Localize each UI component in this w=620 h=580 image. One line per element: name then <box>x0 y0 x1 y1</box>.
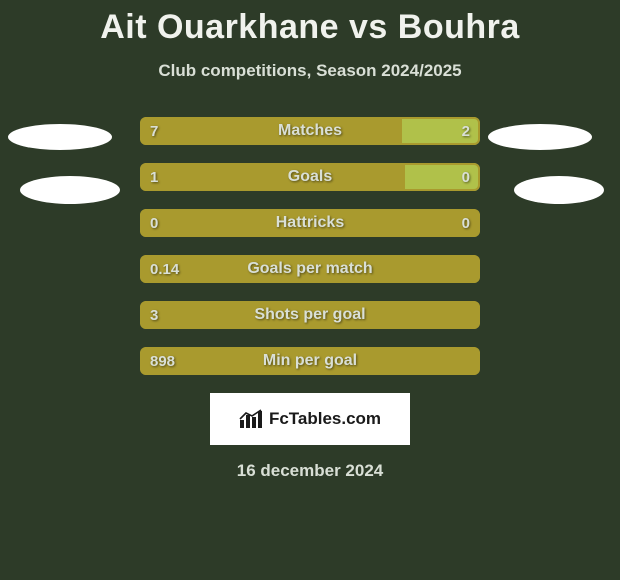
chart-icon <box>239 409 263 429</box>
stat-bar: Matches7 2 <box>140 117 480 145</box>
stat-label: Goals per match <box>140 255 480 283</box>
fctables-logo[interactable]: FcTables.com <box>210 393 410 445</box>
player1-value: 0 <box>150 209 158 237</box>
comparison-infographic: Ait Ouarkhane vs Bouhra Club competition… <box>0 0 620 580</box>
player1-value: 1 <box>150 163 158 191</box>
player1-badge-oval-top <box>8 124 112 150</box>
stat-label: Min per goal <box>140 347 480 375</box>
player2-value: 2 <box>462 117 470 145</box>
page-subtitle: Club competitions, Season 2024/2025 <box>0 61 620 81</box>
player2-badge-oval-bottom <box>514 176 604 204</box>
stat-bar: Goals per match0.14 <box>140 255 480 283</box>
player1-value: 7 <box>150 117 158 145</box>
stat-label: Matches <box>140 117 480 145</box>
player2-value: 0 <box>462 163 470 191</box>
player2-badge-oval-top <box>488 124 592 150</box>
stat-bar: Hattricks0 0 <box>140 209 480 237</box>
stat-bar: Goals1 0 <box>140 163 480 191</box>
stat-label: Goals <box>140 163 480 191</box>
logo-text: FcTables.com <box>269 409 381 429</box>
player1-badge-oval-bottom <box>20 176 120 204</box>
player2-value: 0 <box>462 209 470 237</box>
stat-bar: Shots per goal3 <box>140 301 480 329</box>
stat-bar: Min per goal898 <box>140 347 480 375</box>
page-title: Ait Ouarkhane vs Bouhra <box>0 0 620 47</box>
player1-value: 3 <box>150 301 158 329</box>
player1-value: 898 <box>150 347 175 375</box>
stat-label: Hattricks <box>140 209 480 237</box>
snapshot-date: 16 december 2024 <box>0 461 620 481</box>
player1-value: 0.14 <box>150 255 179 283</box>
stat-bars-container: Matches72Goals10Hattricks00Goals per mat… <box>140 117 480 375</box>
stat-label: Shots per goal <box>140 301 480 329</box>
